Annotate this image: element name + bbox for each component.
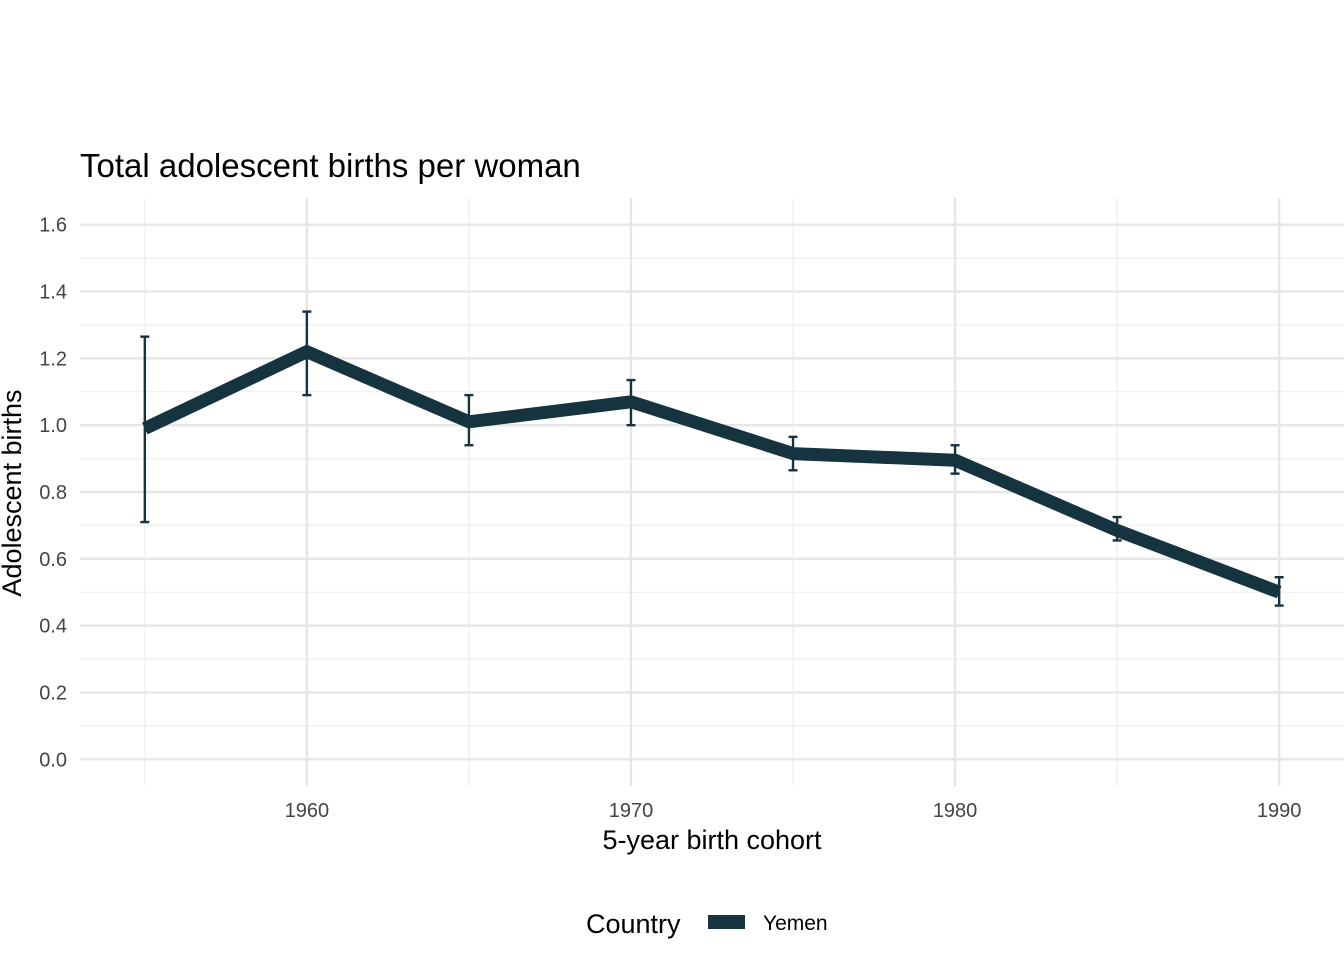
y-tick-label: 1.4 xyxy=(39,282,67,304)
legend: Country Yemen xyxy=(586,909,828,939)
series-layer xyxy=(140,310,1284,607)
y-tick-label: 0.4 xyxy=(39,616,67,638)
y-tick-label: 0.0 xyxy=(39,749,67,771)
y-tick-label: 1.2 xyxy=(39,348,67,370)
legend-title: Country xyxy=(586,909,681,939)
legend-label-yemen: Yemen xyxy=(763,912,828,935)
y-tick-label: 0.8 xyxy=(39,482,67,504)
series-line-yemen xyxy=(142,345,1282,599)
x-tick-label: 1970 xyxy=(609,800,654,822)
y-axis-title: Adolescent births xyxy=(0,389,27,596)
y-tick-label: 0.2 xyxy=(39,682,67,704)
y-tick-label: 1.0 xyxy=(39,415,67,437)
legend-key-yemen xyxy=(708,915,745,929)
x-tick-label: 1990 xyxy=(1257,800,1302,822)
tick-labels: 0.0 0.2 0.4 0.6 0.8 1.0 1.2 1.4 1.6 1960 1970 1980 1… xyxy=(39,215,1301,822)
minor-gridlines xyxy=(80,198,1344,786)
x-tick-label: 1980 xyxy=(933,800,978,822)
x-axis-title: 5-year birth cohort xyxy=(602,825,822,855)
error-bar xyxy=(140,335,150,524)
y-tick-label: 1.6 xyxy=(39,215,67,237)
chart-title: Total adolescent births per woman xyxy=(80,147,581,184)
y-tick-label: 0.6 xyxy=(39,549,67,571)
x-tick-label: 1960 xyxy=(285,800,330,822)
